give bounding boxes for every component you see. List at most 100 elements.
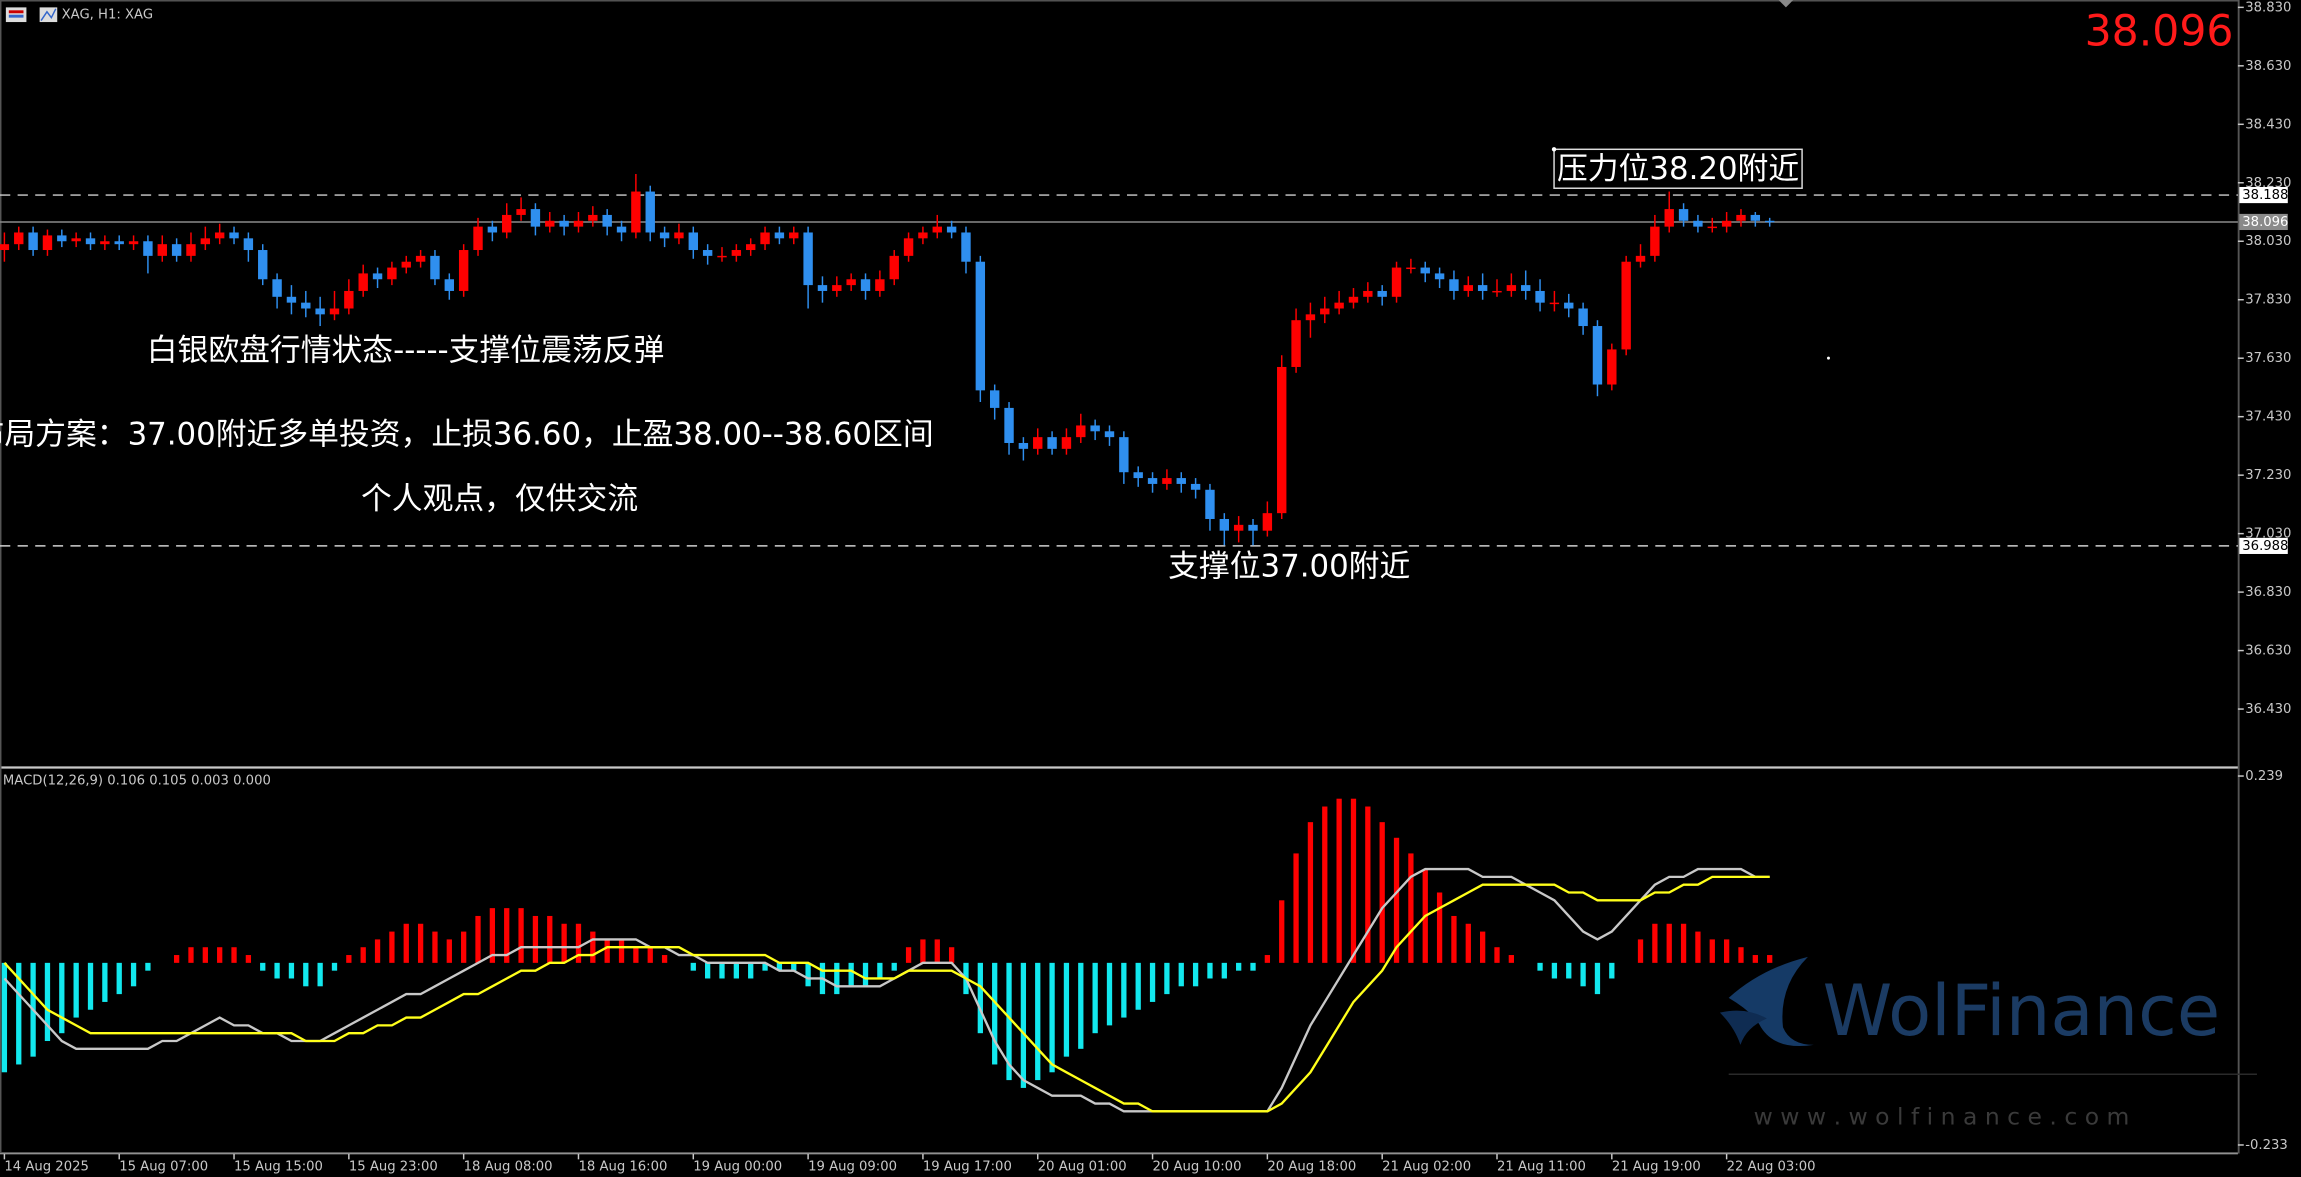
macd-histogram-bar xyxy=(1652,923,1658,963)
macd-histogram-bar xyxy=(891,962,897,971)
y-tick-label: 38.430 xyxy=(2245,117,2291,132)
macd-histogram-bar xyxy=(389,931,395,963)
candle-body xyxy=(229,232,239,239)
candle-body xyxy=(387,267,397,280)
macd-line xyxy=(3,875,1770,1113)
candle-body xyxy=(1004,407,1014,443)
candle-body xyxy=(1219,519,1230,531)
x-tick-label: 21 Aug 02:00 xyxy=(1382,1160,1471,1175)
candle-body xyxy=(1205,489,1215,520)
macd-histogram-bar xyxy=(518,908,524,963)
candle-body xyxy=(1607,349,1617,385)
candle-body xyxy=(487,226,498,233)
candle-body xyxy=(1291,320,1301,367)
candle-body xyxy=(157,244,167,256)
macd-histogram-bar xyxy=(1078,962,1084,1049)
macd-histogram-bar xyxy=(618,939,625,963)
candle-body xyxy=(1678,209,1689,221)
macd-histogram-bar xyxy=(1307,822,1314,963)
candle-body xyxy=(774,232,785,239)
macd-histogram-bar xyxy=(705,962,711,979)
watermark-brand: WolFinance xyxy=(1823,970,2221,1052)
candle-body xyxy=(1033,437,1043,449)
watermark: WolFinance w w w . w o l f i n a n c e .… xyxy=(1719,956,2257,1131)
macd-histogram-bar xyxy=(116,962,122,995)
candle-body xyxy=(1320,308,1330,315)
candle-body xyxy=(846,279,856,286)
macd-histogram-bar xyxy=(1293,853,1299,963)
candle-body xyxy=(989,390,1000,408)
macd-histogram-bar xyxy=(346,955,352,963)
candle-body xyxy=(1076,425,1086,438)
candle-body xyxy=(286,296,297,303)
candle-body xyxy=(502,214,512,233)
candle-body xyxy=(214,232,225,239)
macd-histogram-bar xyxy=(992,962,998,1065)
candle-body xyxy=(186,244,196,256)
candle-body xyxy=(1133,472,1143,479)
macd-histogram-bar xyxy=(87,962,94,1010)
candle-body xyxy=(1664,209,1674,227)
candle-body xyxy=(588,214,598,221)
candle-body xyxy=(832,285,842,291)
macd-histogram-bar xyxy=(288,962,295,979)
macd-histogram-bar xyxy=(1149,962,1156,1002)
macd-histogram-bar xyxy=(489,908,496,963)
x-tick-label: 15 Aug 23:00 xyxy=(349,1160,438,1175)
candle-body xyxy=(1506,285,1517,291)
macd-histogram-bar xyxy=(1680,923,1687,963)
candle-body xyxy=(817,285,828,291)
macd-histogram-bar xyxy=(1379,822,1385,963)
macd-histogram-bar xyxy=(202,947,208,963)
macd-histogram-bar xyxy=(145,962,151,971)
macd-histogram-bar xyxy=(1451,915,1457,963)
candle-body xyxy=(1018,442,1029,449)
candle-body xyxy=(702,250,713,256)
macd-histogram-bar xyxy=(1322,806,1328,963)
candle-body xyxy=(114,241,124,245)
watermark-url: w w w . w o l f i n a n c e . c o m xyxy=(1754,1103,2130,1131)
macd-histogram-bar xyxy=(877,962,883,979)
x-tick-label: 20 Aug 10:00 xyxy=(1153,1160,1242,1175)
macd-histogram-bar xyxy=(1637,939,1644,963)
macd-histogram-bar xyxy=(44,962,51,1042)
candle-body xyxy=(1707,226,1717,229)
macd-title: MACD(12,26,9) 0.106 0.105 0.003 0.000 xyxy=(3,774,271,789)
candle-body xyxy=(1650,226,1660,256)
macd-histogram-bar xyxy=(1336,798,1342,963)
macd-line xyxy=(3,867,1770,1113)
macd-histogram-bar xyxy=(317,962,323,987)
macd-histogram-bar xyxy=(1609,962,1615,979)
y-tick-label: -0.233 xyxy=(2245,1138,2288,1153)
candle-body xyxy=(975,261,986,391)
annotation: 白银欧盘行情状态-----支撑位震荡反弹 xyxy=(147,333,665,369)
macd-histogram-bar xyxy=(1250,962,1256,971)
candle-body xyxy=(602,214,612,227)
candle-body xyxy=(1233,524,1244,531)
candle-body xyxy=(616,226,627,233)
candle-body xyxy=(946,226,957,233)
candle-body xyxy=(746,244,756,251)
macd-histogram-bar xyxy=(331,962,338,971)
candle-body xyxy=(889,255,899,280)
x-tick-label: 20 Aug 18:00 xyxy=(1267,1160,1356,1175)
candle-body xyxy=(1750,214,1761,221)
x-tick-label: 19 Aug 00:00 xyxy=(693,1160,782,1175)
price-level-label: 36.988 xyxy=(2242,539,2288,554)
last-price: 38.096 xyxy=(2085,7,2234,56)
macd-histogram-bar xyxy=(590,931,596,963)
macd-histogram-bar xyxy=(475,915,481,963)
candle-body xyxy=(14,232,24,245)
macd-histogram-bar xyxy=(532,915,539,963)
candle-body xyxy=(1334,302,1344,309)
candle-body xyxy=(301,302,311,309)
macd-histogram-bar xyxy=(59,962,65,1034)
candle-body xyxy=(1176,478,1186,484)
macd-histogram-bar xyxy=(432,931,438,963)
candle-body xyxy=(1420,267,1430,274)
y-tick-label: 37.630 xyxy=(2245,351,2291,366)
candle-body xyxy=(1277,366,1287,514)
macd-histogram-bar xyxy=(1709,939,1715,963)
candle-body xyxy=(1578,308,1588,327)
candle-body xyxy=(688,232,698,251)
